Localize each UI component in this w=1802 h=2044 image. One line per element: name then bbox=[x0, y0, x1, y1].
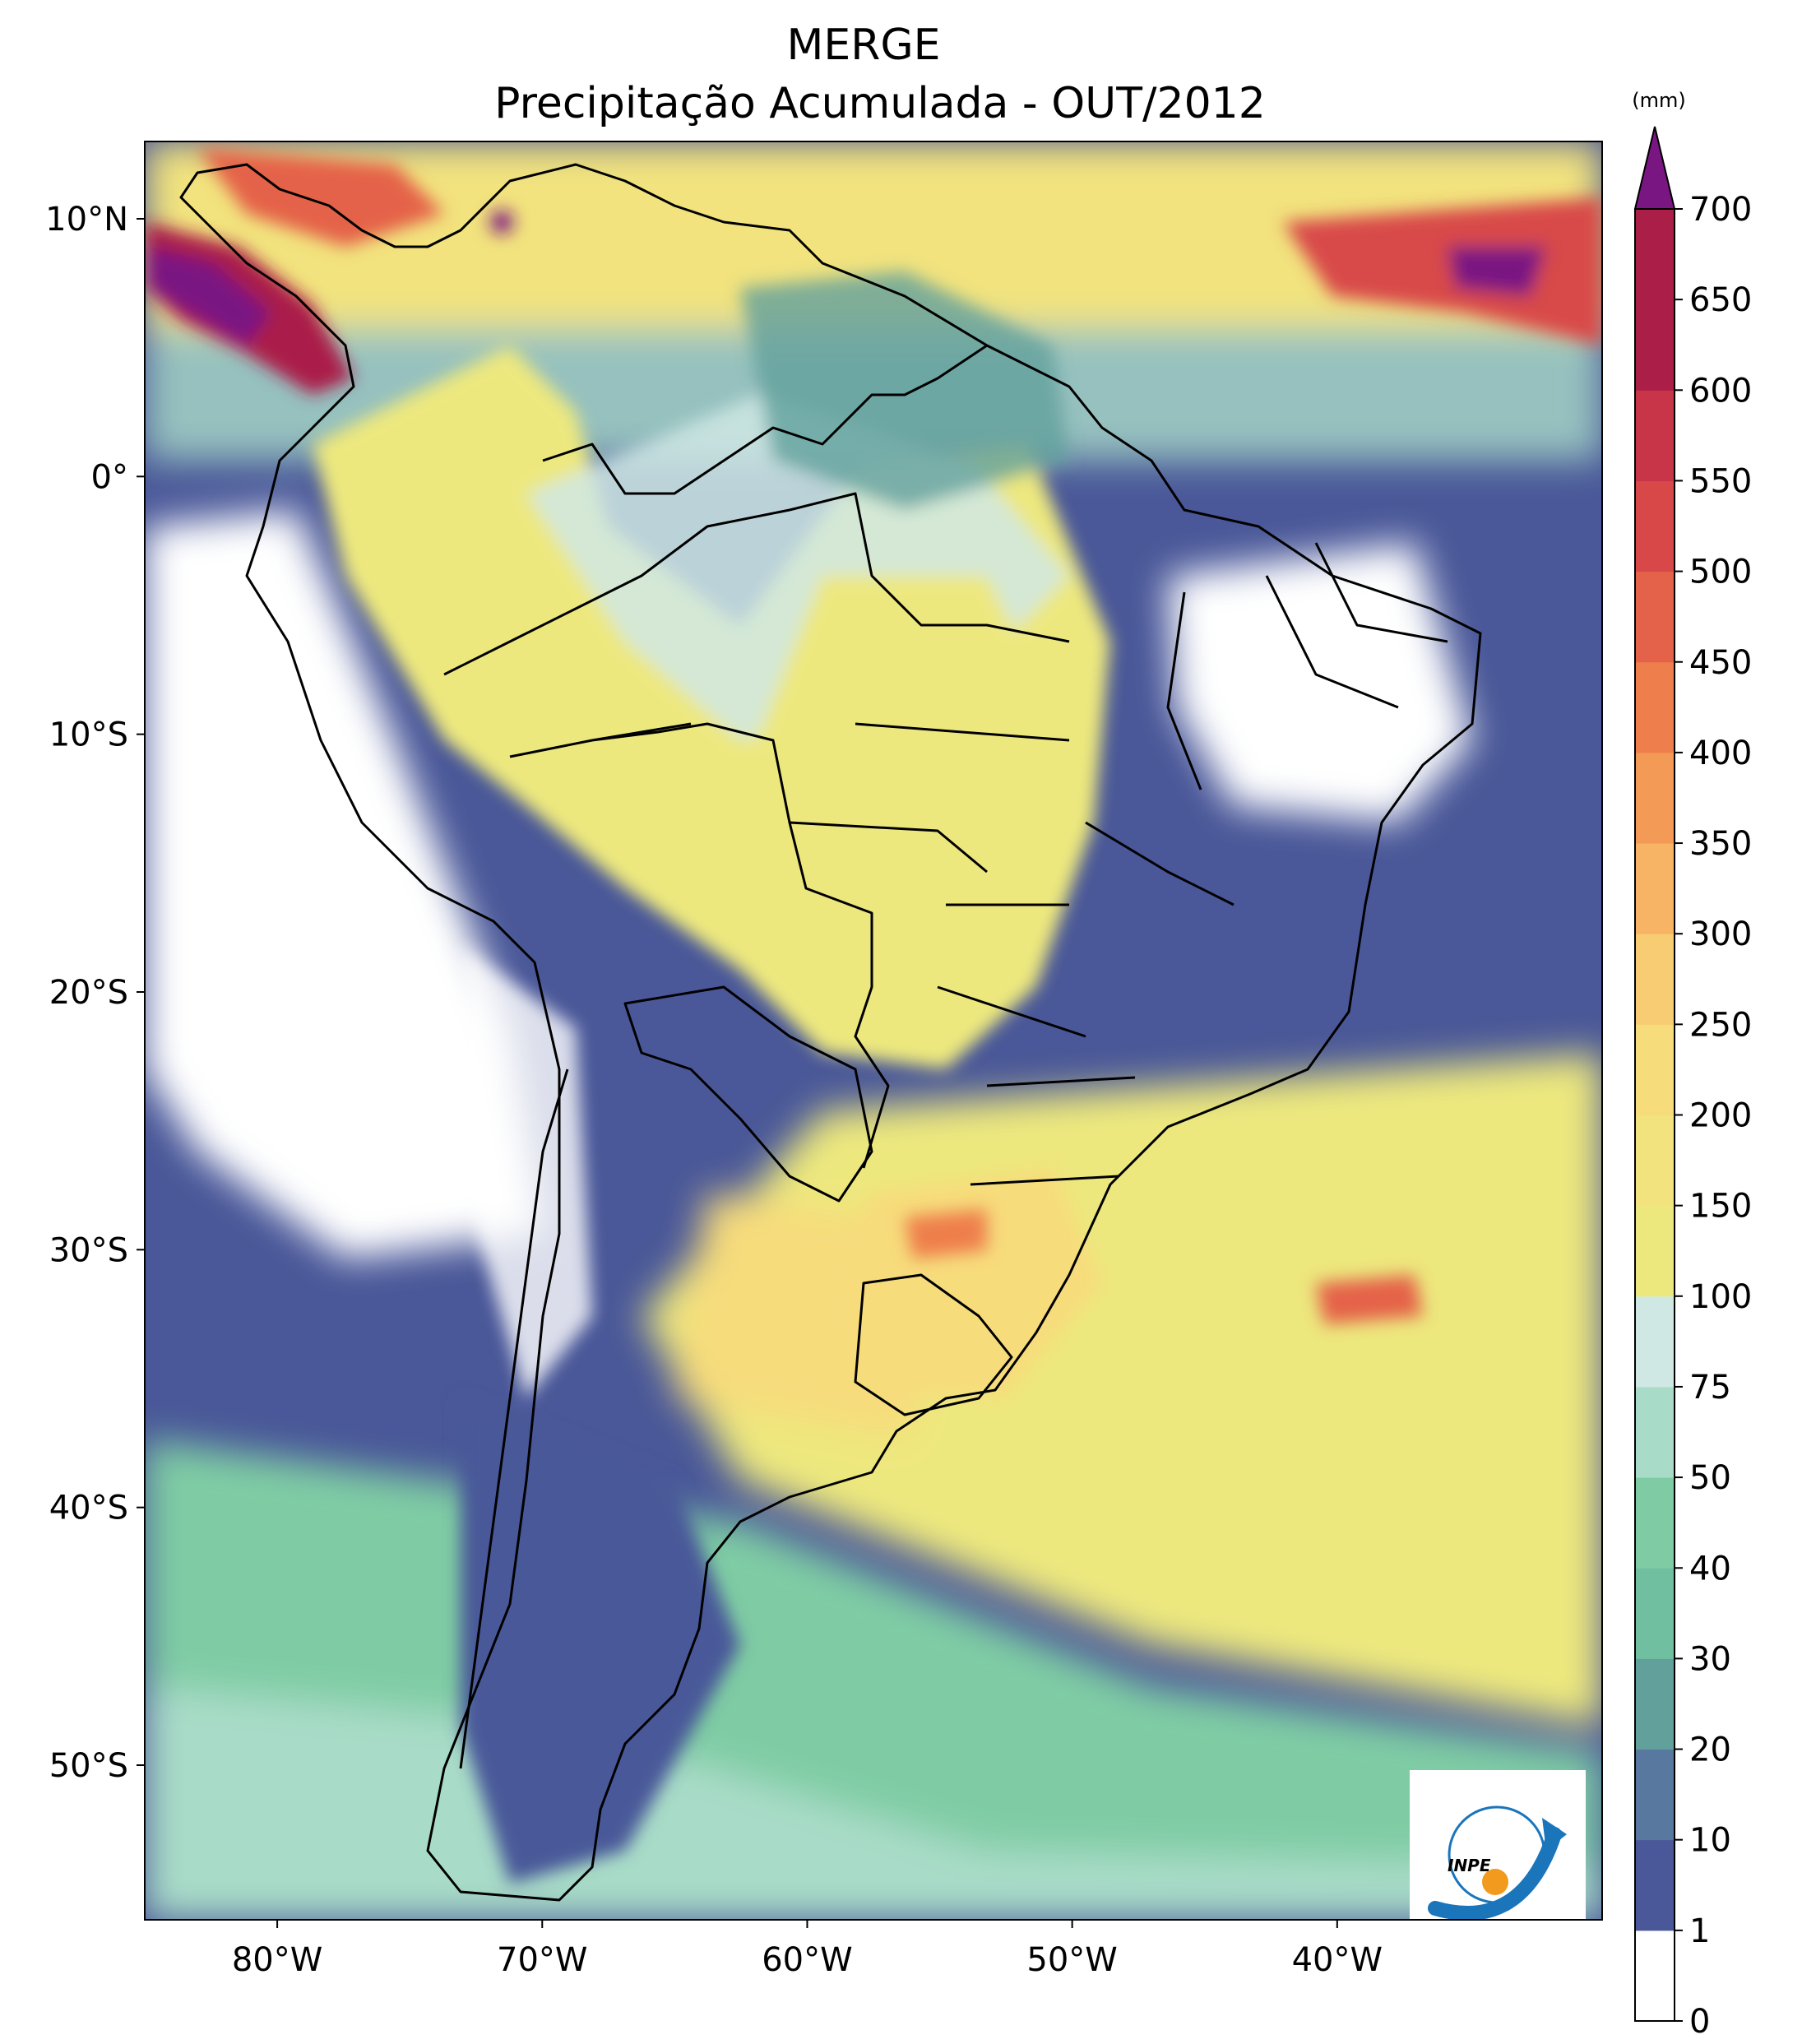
colorbar-swatch bbox=[1635, 843, 1675, 934]
colorbar-extend-arrow bbox=[1633, 126, 1676, 210]
lon-tick-label: 60°W bbox=[762, 1941, 852, 1979]
lon-tick-label: 40°W bbox=[1292, 1941, 1383, 1979]
south-america-coastline bbox=[179, 163, 1482, 1902]
inpe-logo-text: INPE bbox=[1448, 1856, 1491, 1875]
lon-tick-label: 80°W bbox=[232, 1941, 322, 1979]
colorbar-tick-label: 250 bbox=[1689, 1006, 1752, 1044]
colorbar-tick-label: 40 bbox=[1689, 1550, 1731, 1587]
colorbar-tick-label: 450 bbox=[1689, 644, 1752, 682]
colorbar-swatch bbox=[1635, 1658, 1675, 1750]
colorbar-tick-label: 700 bbox=[1689, 191, 1752, 229]
colorbar-tick-label: 20 bbox=[1689, 1731, 1731, 1769]
colorbar-tick-label: 200 bbox=[1689, 1097, 1752, 1135]
colorbar-swatch bbox=[1635, 1839, 1675, 1931]
colorbar-swatch bbox=[1635, 1295, 1675, 1388]
inpe-logo: INPE bbox=[1410, 1770, 1586, 1920]
colorbar-tick-label: 100 bbox=[1689, 1278, 1752, 1316]
lon-tick-label: 70°W bbox=[497, 1941, 587, 1979]
uruguay-border bbox=[854, 1273, 1013, 1416]
colorbar-tick-label: 350 bbox=[1689, 825, 1752, 863]
bolivia-paraguay-border bbox=[623, 985, 873, 1203]
colorbar-swatch bbox=[1635, 1115, 1675, 1207]
colorbar-swatch bbox=[1635, 209, 1675, 300]
colorbar-tick-label: 50 bbox=[1689, 1459, 1731, 1497]
title-line-2: Precipitação Acumulada - OUT/2012 bbox=[494, 79, 1266, 128]
colorbar-swatch bbox=[1635, 299, 1675, 391]
colorbar-tick-label: 75 bbox=[1689, 1369, 1731, 1407]
colorbar-swatch bbox=[1635, 934, 1675, 1025]
colorbar-tick-label: 600 bbox=[1689, 372, 1752, 410]
lat-tick-label: 0° bbox=[91, 458, 128, 496]
colorbar-tick-label: 0 bbox=[1689, 2003, 1710, 2041]
map-frame bbox=[144, 141, 1603, 1921]
heavy-rain-spots bbox=[145, 148, 1602, 1324]
argentina-chile-border bbox=[459, 1068, 569, 1769]
colorbar-tick-label: 550 bbox=[1689, 462, 1752, 500]
colorbar-tick-label: 650 bbox=[1689, 281, 1752, 319]
brazil-border bbox=[443, 344, 1070, 1169]
lat-tick-label: 50°S bbox=[49, 1747, 128, 1785]
colorbar-swatch bbox=[1635, 390, 1675, 481]
colorbar-swatch bbox=[1635, 1568, 1675, 1659]
brazil-states bbox=[789, 542, 1448, 1186]
colorbar-swatch bbox=[1635, 1024, 1675, 1115]
country-borders bbox=[179, 163, 1482, 1902]
lat-tick-label: 10°N bbox=[45, 201, 128, 239]
title-line-1: MERGE bbox=[786, 21, 940, 70]
colorbar-tick-label: 500 bbox=[1689, 554, 1752, 591]
colorbar: 0 1 10 20 30 40 50 75 100 150 200 250 300 350 400 450 50… bbox=[1633, 126, 1752, 2041]
colorbar-tick-label: 10 bbox=[1689, 1822, 1731, 1860]
colorbar-swatch bbox=[1635, 1749, 1675, 1841]
colorbar-swatch bbox=[1635, 1477, 1675, 1569]
lon-tick-label: 50°W bbox=[1026, 1941, 1117, 1979]
lat-tick-label: 30°S bbox=[49, 1231, 128, 1269]
colorbar-tick-label: 30 bbox=[1689, 1640, 1731, 1678]
colorbar-swatch bbox=[1635, 1205, 1675, 1297]
colorbar-swatch bbox=[1635, 1930, 1675, 2022]
map-panel: INPE bbox=[145, 141, 1602, 1920]
continent-field bbox=[313, 271, 1110, 1884]
colorbar-swatch bbox=[1635, 752, 1675, 844]
lat-tick-label: 10°S bbox=[49, 716, 128, 754]
colorbar-swatch bbox=[1635, 480, 1675, 572]
colorbar-tick-label: 300 bbox=[1689, 915, 1752, 953]
longitude-ticks: 80°W 70°W 60°W 50°W 40°W bbox=[232, 1920, 1383, 1979]
lat-tick-label: 20°S bbox=[49, 974, 128, 1012]
colorbar-unit: (mm) bbox=[1632, 89, 1685, 112]
colorbar-swatch bbox=[1635, 571, 1675, 663]
colorbar-tick-label: 150 bbox=[1689, 1188, 1752, 1226]
lat-tick-label: 40°S bbox=[49, 1490, 128, 1527]
colorbar-tick-label: 400 bbox=[1689, 735, 1752, 772]
colorbar-swatch bbox=[1635, 661, 1675, 753]
colorbar-swatch bbox=[1635, 1386, 1675, 1478]
colorbar-tick-label: 1 bbox=[1689, 1912, 1710, 1950]
latitude-ticks: 10°N 0° 10°S 20°S 30°S 40°S 50°S bbox=[45, 201, 145, 1785]
